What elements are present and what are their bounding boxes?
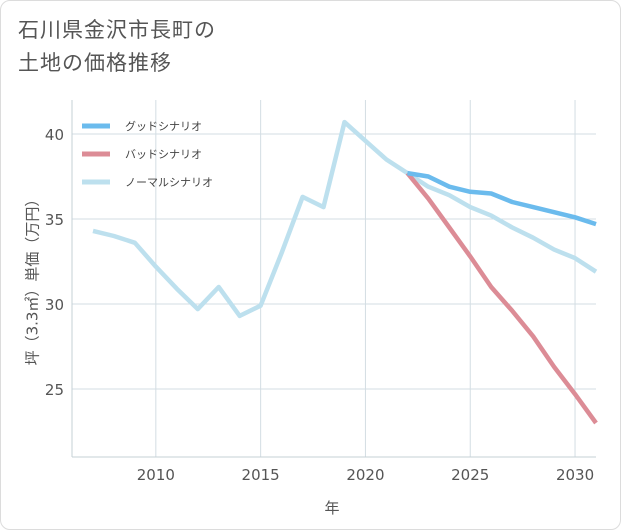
y-tick-label: 35 [45, 211, 64, 229]
chart-title-line-1: 石川県金沢市長町の [18, 18, 216, 42]
legend-label-2: ノーマルシナリオ [125, 176, 213, 189]
chart-title: 石川県金沢市長町の 土地の価格推移 [18, 14, 216, 80]
y-tick-label: 30 [45, 296, 64, 314]
y-tick-label: 25 [45, 381, 64, 399]
y-tick-labels: 25 30 35 40 [45, 126, 64, 399]
x-tick-label: 2015 [242, 466, 280, 484]
series-line-0 [407, 170, 597, 227]
grid-lines [72, 100, 596, 457]
x-tick-label: 2030 [556, 466, 594, 484]
chart-title-line-2: 土地の価格推移 [18, 51, 172, 75]
series-line-2 [92, 119, 598, 319]
y-axis-title: 坪（3.3㎡）単価（万円） [24, 192, 42, 366]
x-tick-label: 2025 [451, 466, 489, 484]
y-tick-label: 40 [45, 126, 64, 144]
x-tick-label: 2010 [137, 466, 175, 484]
legend-label-1: バッドシナリオ [125, 148, 202, 161]
plot-frame [71, 100, 596, 458]
x-tick-labels: 2010 2015 2020 2025 2030 [137, 466, 594, 484]
x-tick-label: 2020 [346, 466, 384, 484]
legend-label-0: グッドシナリオ [125, 119, 202, 133]
series-line-1 [405, 171, 598, 425]
x-axis-title: 年 [324, 499, 339, 517]
series-layer [92, 119, 598, 425]
